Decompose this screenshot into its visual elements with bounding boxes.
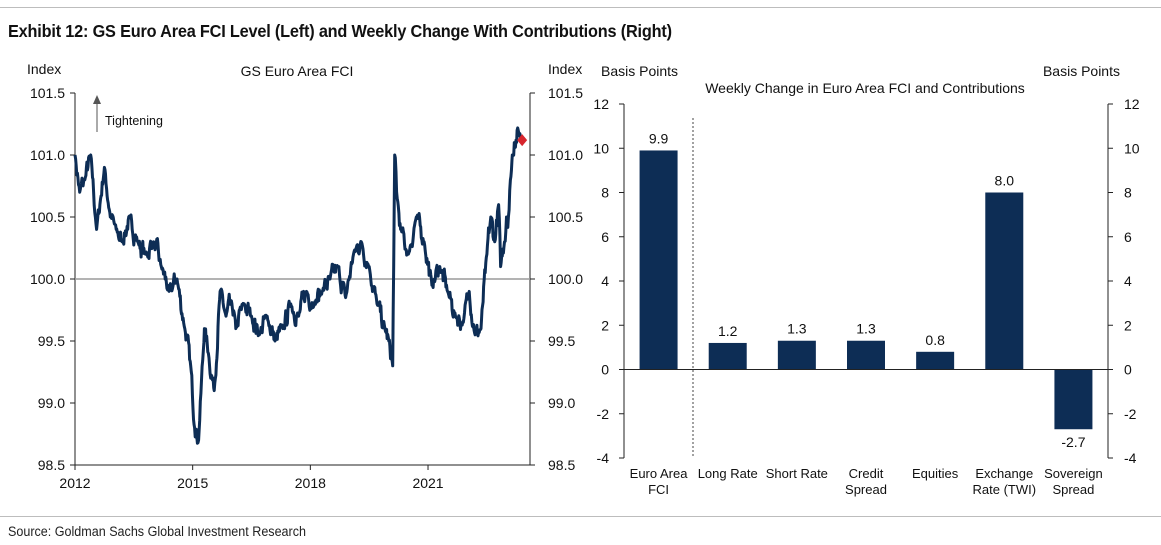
bar-left-tick-label: 0	[601, 362, 609, 378]
right-tick-label: 100.5	[548, 209, 583, 225]
left-tick-label: 99.5	[38, 333, 65, 349]
right-tick-label: 98.5	[548, 457, 575, 473]
x-ticks: 2012 2015 2018 2021	[59, 465, 444, 491]
x-tick-label: 2021	[412, 475, 443, 491]
right-tick-label: 99.0	[548, 395, 575, 411]
right-tick-label: 101.5	[548, 85, 583, 101]
bar-category-label: Rate (TWI)	[973, 482, 1037, 497]
right-tick-label: 99.5	[548, 333, 575, 349]
bar-left-tick-label: -2	[597, 406, 610, 422]
bar-left-tick-label: 6	[601, 229, 609, 245]
left-tick-label: 101.5	[30, 85, 65, 101]
top-rule	[0, 7, 1161, 8]
bar-category-label: Spread	[1052, 482, 1094, 497]
bar-category-label: Euro Area	[630, 466, 689, 481]
weekly-change-chart: Basis Points Basis Points Weekly Change …	[593, 63, 1139, 497]
left-tick-label: 100.0	[30, 271, 65, 287]
tightening-label: Tightening	[105, 114, 163, 128]
bar-category-label: Exchange	[975, 466, 1033, 481]
bar-right-tick-label: 8	[1124, 185, 1132, 201]
right-tick-label: 100.0	[548, 271, 583, 287]
latest-point-marker	[517, 134, 528, 147]
bar-category-label: Long Rate	[698, 466, 758, 481]
fci-series	[73, 126, 528, 445]
bottom-rule	[0, 516, 1161, 517]
left-tick-label: 98.5	[38, 457, 65, 473]
right-y-label: Index	[548, 61, 582, 77]
contribution-bar	[847, 340, 885, 370]
bar-value-label: 0.8	[925, 332, 945, 348]
contribution-bar	[916, 351, 955, 370]
bar-value-label: 9.9	[649, 130, 669, 146]
bar-right-tick-label: 2	[1124, 317, 1132, 333]
left-y-label: Index	[27, 61, 61, 77]
bar-left-tick-label: 2	[601, 317, 609, 333]
bar-category-label: Credit	[849, 466, 884, 481]
left-y-ticks: 101.5 101.5 101.0 101.0 100.5 100.5 100.0 100.0…	[30, 85, 583, 473]
left-tick-label: 99.0	[38, 395, 65, 411]
bar-y-ticks: 12 12 10 10 8 8 6 6 4 4 2 2 0 0 -2 -2 -4 -4	[593, 96, 1139, 466]
bar-right-tick-label: 6	[1124, 229, 1132, 245]
right-tick-label: 101.0	[548, 147, 583, 163]
source-note: Source: Goldman Sachs Global Investment …	[8, 524, 306, 539]
bar-value-label: 8.0	[995, 173, 1015, 189]
left-tick-label: 100.5	[30, 209, 65, 225]
arrow-head-icon	[93, 95, 101, 104]
fci-line	[73, 126, 524, 445]
bar-right-tick-label: 12	[1124, 96, 1140, 112]
bar-value-label: -2.7	[1061, 434, 1085, 450]
x-tick-label: 2018	[295, 475, 326, 491]
left-tick-label: 101.0	[30, 147, 65, 163]
bar-right-tick-label: 0	[1124, 362, 1132, 378]
contribution-bar	[777, 340, 816, 370]
bar-category-label: Sovereign	[1044, 466, 1103, 481]
bar-category-label: Equities	[912, 466, 959, 481]
bar-left-tick-label: 4	[601, 273, 609, 289]
bar-left-tick-label: 12	[593, 96, 609, 112]
bar-left-tick-label: 8	[601, 185, 609, 201]
bar-category-label: Spread	[845, 482, 887, 497]
contribution-bars	[639, 150, 1093, 430]
left-chart-title: GS Euro Area FCI	[241, 63, 354, 79]
bar-left-tick-label: 10	[593, 140, 609, 156]
bar-category-label: Short Rate	[766, 466, 828, 481]
bar-right-tick-label: -2	[1124, 406, 1137, 422]
right-left-y-label: Basis Points	[601, 63, 678, 79]
bar-left-tick-label: -4	[597, 450, 610, 466]
right-right-y-label: Basis Points	[1043, 63, 1120, 79]
bar-value-label: 1.3	[787, 321, 807, 337]
bar-value-label: 1.3	[856, 321, 876, 337]
tightening-annotation: Tightening	[93, 95, 163, 132]
fci-level-chart: GS Euro Area FCI Index Index 101.5 101.51…	[27, 61, 583, 491]
contribution-bar	[708, 342, 747, 370]
contribution-bar	[1054, 369, 1093, 430]
contribution-bar	[639, 150, 678, 370]
x-tick-label: 2015	[177, 475, 208, 491]
exhibit-title: Exhibit 12: GS Euro Area FCI Level (Left…	[8, 21, 672, 41]
bar-right-tick-label: -4	[1124, 450, 1137, 466]
contribution-bar	[985, 192, 1024, 370]
x-tick-label: 2012	[59, 475, 90, 491]
bar-right-tick-label: 4	[1124, 273, 1132, 289]
bar-category-label: FCI	[648, 482, 669, 497]
right-chart-title: Weekly Change in Euro Area FCI and Contr…	[705, 80, 1025, 96]
bar-value-label: 1.2	[718, 323, 738, 339]
bar-right-tick-label: 10	[1124, 140, 1140, 156]
